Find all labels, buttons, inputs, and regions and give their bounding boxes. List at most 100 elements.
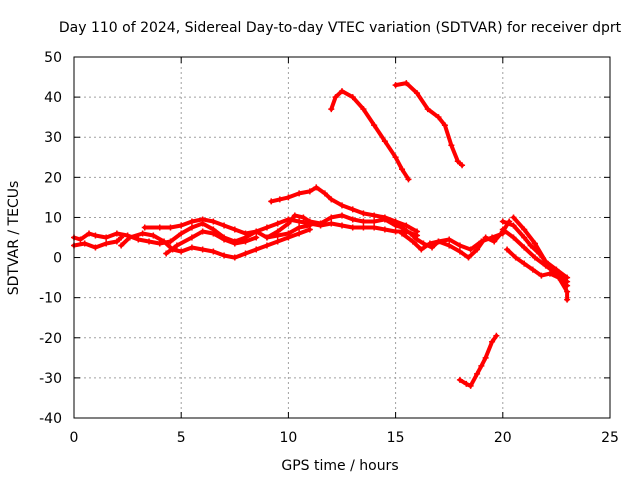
data-point <box>403 222 410 229</box>
data-point <box>268 198 275 205</box>
data-point <box>103 234 110 241</box>
data-point <box>306 218 313 225</box>
data-point <box>135 236 142 243</box>
data-point <box>493 332 500 339</box>
data-point <box>167 224 174 231</box>
data-point <box>371 224 378 231</box>
data-point <box>531 254 538 261</box>
gridlines <box>74 57 610 418</box>
data-point <box>291 212 298 219</box>
data-point <box>399 166 406 173</box>
data-point <box>263 242 270 249</box>
data-point <box>478 362 485 369</box>
data-point <box>339 212 345 219</box>
data-point <box>285 220 292 227</box>
series-line <box>72 217 419 246</box>
series-arc-6 <box>268 184 421 235</box>
y-tick-label: -10 <box>39 291 62 307</box>
data-point <box>521 260 528 267</box>
data-point <box>86 230 93 237</box>
data-point <box>296 230 303 237</box>
data-point <box>360 224 367 231</box>
data-point <box>263 224 270 231</box>
data-point <box>564 296 571 303</box>
data-point <box>392 82 399 89</box>
x-tick-label: 5 <box>177 430 186 446</box>
data-point <box>118 242 125 249</box>
x-axis-label: GPS time / hours <box>281 458 398 474</box>
data-point <box>392 228 399 235</box>
data-point <box>459 162 466 169</box>
data-point <box>482 354 489 361</box>
data-point <box>199 246 206 253</box>
series-arc-1 <box>71 216 421 247</box>
data-point <box>409 238 416 245</box>
data-point <box>253 234 260 241</box>
data-point <box>446 242 453 249</box>
data-point <box>328 196 335 203</box>
data-point <box>349 94 356 101</box>
data-point <box>188 224 195 231</box>
data-point <box>381 216 388 223</box>
data-point <box>521 226 528 233</box>
data-point <box>178 248 185 255</box>
data-point <box>454 158 461 165</box>
data-point <box>360 218 367 225</box>
data-point <box>188 234 195 241</box>
data-point <box>173 242 180 249</box>
data-point <box>399 230 406 237</box>
data-point <box>285 230 292 237</box>
data-point <box>510 222 517 229</box>
data-point <box>349 206 356 213</box>
data-point <box>441 122 448 129</box>
series-line <box>393 81 465 168</box>
series-line <box>511 215 570 280</box>
data-point <box>456 242 463 249</box>
data-point <box>161 238 168 245</box>
data-point <box>499 226 506 233</box>
data-point <box>414 228 421 235</box>
data-point <box>210 248 217 255</box>
data-point <box>381 138 388 145</box>
data-point <box>424 106 431 113</box>
data-point <box>474 370 481 377</box>
data-point <box>429 244 436 251</box>
data-point <box>360 106 367 113</box>
data-point <box>253 228 260 235</box>
data-point <box>300 214 307 221</box>
data-point <box>435 238 442 245</box>
x-tick-label: 25 <box>601 430 619 446</box>
data-point <box>156 240 163 247</box>
y-tick-label: 0 <box>53 251 62 267</box>
data-point <box>510 234 517 241</box>
y-tick-label: -40 <box>39 411 62 427</box>
data-point <box>221 252 228 259</box>
data-point <box>77 236 84 243</box>
data-point <box>418 246 425 253</box>
data-point <box>242 230 249 237</box>
series-arc-8 <box>328 88 412 183</box>
data-point <box>92 232 99 239</box>
data-point <box>274 228 281 235</box>
data-point <box>360 210 367 217</box>
data-point <box>538 272 545 279</box>
data-point <box>491 238 498 245</box>
x-tick-label: 0 <box>70 430 79 446</box>
data-point <box>332 94 339 101</box>
data-point <box>141 224 148 231</box>
data-point <box>306 188 313 195</box>
series-line <box>269 185 419 234</box>
series-line <box>329 89 411 182</box>
data-point <box>510 214 517 221</box>
data-point <box>328 106 335 113</box>
data-point <box>199 228 206 235</box>
data-point <box>199 216 206 223</box>
data-point <box>474 246 481 253</box>
data-point <box>435 114 442 121</box>
data-point <box>296 218 303 225</box>
data-point <box>529 266 536 273</box>
data-point <box>420 240 427 247</box>
data-point <box>210 230 217 237</box>
series-arc-2 <box>71 234 125 251</box>
